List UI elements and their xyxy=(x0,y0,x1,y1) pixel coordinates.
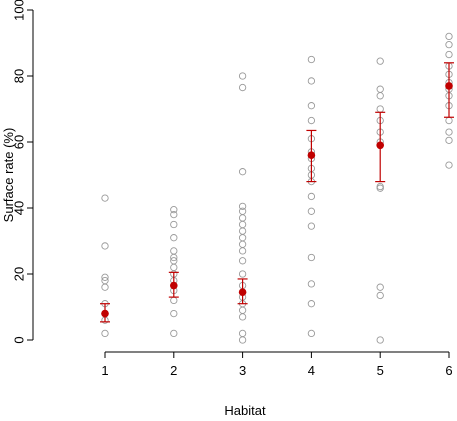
observation-point xyxy=(238,72,247,80)
observation-point xyxy=(238,220,247,229)
x-tick-label: 5 xyxy=(377,363,384,378)
observation-point xyxy=(170,205,178,214)
x-tick-label: 4 xyxy=(308,363,315,378)
observation-point xyxy=(307,300,316,308)
mean-point xyxy=(238,288,247,296)
observation-point xyxy=(238,234,247,242)
observation-point xyxy=(376,184,384,192)
observation-point xyxy=(307,329,316,338)
observation-point xyxy=(238,240,247,248)
observation-point xyxy=(445,136,453,145)
observation-point xyxy=(307,222,316,230)
observation-point xyxy=(170,253,178,262)
x-tick-label: 1 xyxy=(101,363,108,378)
observation-point xyxy=(307,192,316,201)
observation-point xyxy=(101,283,109,291)
y-axis-label: Surface rate (%) xyxy=(1,128,16,223)
observation-point xyxy=(307,55,316,64)
observation-point xyxy=(307,207,316,215)
observation-point xyxy=(445,116,453,125)
observation-point xyxy=(170,296,178,305)
y-tick-label: 0 xyxy=(12,336,27,343)
y-tick-label: 40 xyxy=(12,201,27,215)
observation-point xyxy=(445,128,453,136)
observation-point xyxy=(307,102,316,110)
observation-point xyxy=(170,329,178,338)
observation-point xyxy=(238,168,247,176)
observation-point xyxy=(238,306,247,314)
x-tick-label: 6 xyxy=(445,363,452,378)
observation-point xyxy=(376,336,384,344)
y-tick-label: 80 xyxy=(12,69,27,83)
y-tick-label: 100 xyxy=(12,0,27,21)
observation-point xyxy=(238,83,247,92)
observation-point xyxy=(238,336,247,344)
y-tick-label: 20 xyxy=(12,267,27,281)
observation-point xyxy=(238,257,247,265)
mean-point xyxy=(101,309,109,318)
x-axis-label: Habitat xyxy=(224,403,266,418)
y-tick-label: 60 xyxy=(12,135,27,149)
observation-point xyxy=(307,280,316,288)
mean-point xyxy=(445,82,453,90)
observation-point xyxy=(170,210,178,219)
x-tick-label: 2 xyxy=(170,363,177,378)
observation-point xyxy=(170,309,178,318)
x-axis: 1 2 3 4 5 6 xyxy=(101,351,453,378)
observation-point xyxy=(238,329,247,338)
observation-point xyxy=(170,234,178,242)
observation-points xyxy=(101,32,453,344)
observation-point xyxy=(101,242,109,250)
y-axis: 0 20 40 60 80 100 xyxy=(12,0,34,344)
mean-point xyxy=(170,281,178,290)
observation-point xyxy=(238,214,247,222)
observation-point xyxy=(445,50,453,59)
observation-point xyxy=(238,313,247,321)
mean-points xyxy=(100,62,454,323)
observation-point xyxy=(376,291,384,300)
observation-point xyxy=(376,85,384,93)
observation-point xyxy=(376,105,384,113)
observation-point xyxy=(307,116,316,125)
observation-point xyxy=(238,227,247,235)
observation-point xyxy=(445,161,453,169)
observation-point xyxy=(101,329,109,338)
observation-point xyxy=(238,247,247,255)
observation-point xyxy=(376,92,384,100)
observation-point xyxy=(238,270,247,278)
observation-point xyxy=(238,207,247,215)
observation-point xyxy=(170,247,178,255)
mean-point xyxy=(376,141,385,150)
observation-point xyxy=(238,202,247,211)
observation-point xyxy=(376,283,384,291)
observation-point xyxy=(307,77,316,85)
observation-point xyxy=(170,220,178,229)
mean-point xyxy=(307,151,316,159)
observation-point xyxy=(170,263,178,272)
observation-point xyxy=(101,273,109,281)
x-tick-label: 3 xyxy=(239,363,246,378)
observation-point xyxy=(101,194,109,202)
observation-point xyxy=(445,41,453,49)
observation-point xyxy=(307,253,316,262)
observation-point xyxy=(445,32,453,41)
observation-point xyxy=(376,57,384,65)
